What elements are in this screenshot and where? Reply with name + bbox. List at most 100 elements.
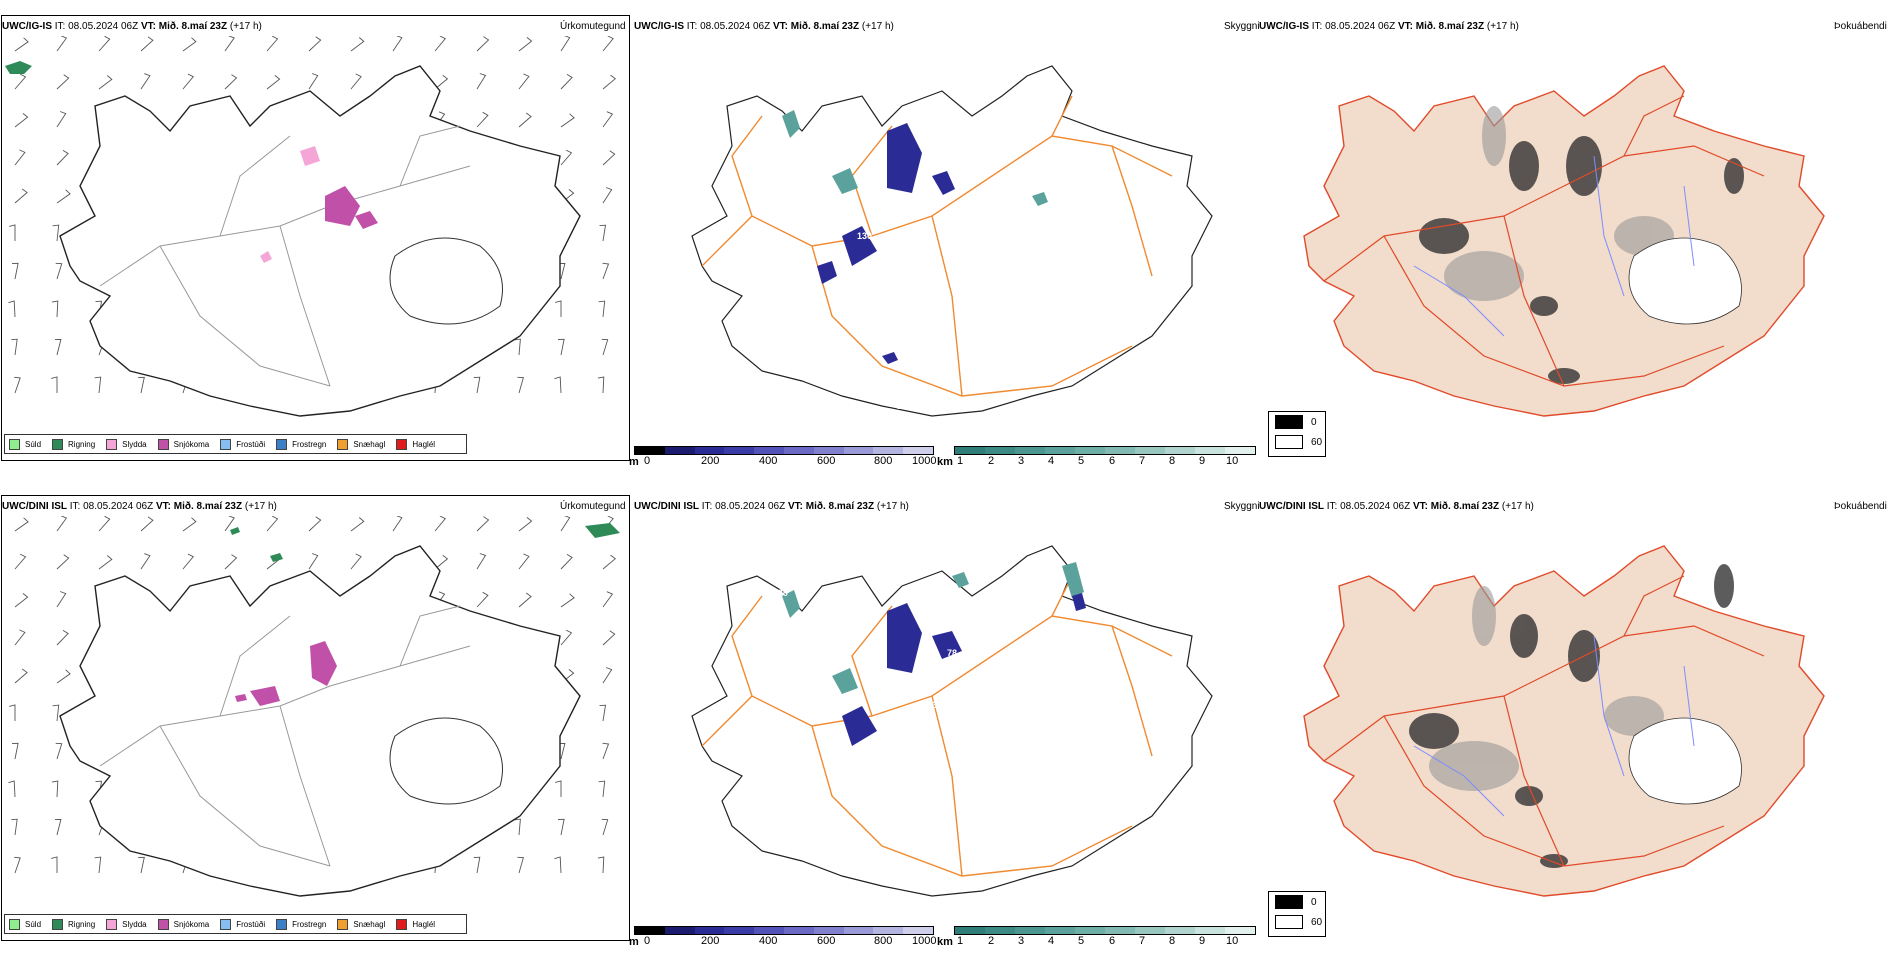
wind-barb bbox=[598, 300, 606, 318]
wind-barb bbox=[518, 553, 530, 570]
km-scale-ticks: 1 2 3 4 5 6 7 8 9 10 bbox=[957, 455, 1239, 467]
visibility-fields bbox=[782, 110, 1048, 206]
wind-barb bbox=[597, 856, 605, 874]
rivers bbox=[1413, 155, 1695, 337]
wind-barb bbox=[14, 149, 26, 166]
wind-barb bbox=[560, 554, 573, 570]
low-visibility-fields bbox=[842, 593, 1086, 746]
fog-legend-bottom: 0 60 bbox=[1268, 891, 1326, 937]
fog-legend-top: 0 60 bbox=[1268, 411, 1326, 457]
wind-barb bbox=[52, 704, 60, 722]
precip-map bbox=[8, 516, 620, 897]
glacier-outline bbox=[389, 717, 503, 805]
legend-swatch bbox=[157, 918, 169, 930]
wind-barb bbox=[308, 553, 319, 570]
roads bbox=[1323, 575, 1765, 867]
wind-barb bbox=[14, 629, 26, 646]
wind-barb bbox=[14, 593, 29, 608]
svg-text:130: 130 bbox=[857, 231, 872, 241]
wind-barb bbox=[560, 113, 575, 128]
wind-barb bbox=[182, 37, 197, 52]
panel-frame bbox=[1, 495, 630, 941]
wind-barb bbox=[308, 36, 322, 52]
wind-barb bbox=[8, 780, 16, 798]
wind-barb bbox=[473, 856, 481, 874]
wind-barb bbox=[514, 338, 521, 356]
legend-item: Rigning bbox=[52, 918, 95, 930]
wind-barb bbox=[560, 593, 575, 608]
snow-area bbox=[325, 186, 378, 229]
wind-barb bbox=[138, 376, 145, 394]
panel-title: Úrkomutegund bbox=[560, 21, 626, 32]
svg-text:2: 2 bbox=[784, 156, 789, 166]
fog-light-shading bbox=[1429, 586, 1664, 791]
wind-barb bbox=[12, 742, 19, 760]
wind-barb bbox=[476, 111, 489, 128]
visibility-map: 251 78 30 3 bbox=[691, 545, 1213, 897]
wind-barb bbox=[14, 668, 28, 684]
wind-barb bbox=[140, 73, 151, 90]
legend-item: Snjókoma bbox=[157, 918, 209, 930]
precip-type-panel-top: UWC/IG-IS IT: 08.05.2024 06Z VT: Mið. 8.… bbox=[0, 14, 632, 484]
wind-barb bbox=[473, 376, 481, 394]
wind-barb bbox=[558, 338, 565, 356]
fog-indicator-panel-top: UWC/IG-IS IT: 08.05.2024 06Z VT: Mið. 8.… bbox=[1259, 14, 1900, 484]
wind-barb bbox=[602, 630, 616, 646]
visibility-map: 130 72 135 105 103 36 2 bbox=[691, 65, 1213, 417]
m-scale-ticks: 0 200 400 600 800 1000 bbox=[644, 935, 937, 947]
legend-item: Snæhagl bbox=[337, 438, 385, 450]
wind-barb bbox=[56, 516, 68, 532]
legend-swatch bbox=[9, 918, 20, 930]
wind-barb bbox=[138, 856, 145, 874]
precip-type-panel-bottom: UWC/DINI ISL IT: 08.05.2024 06Z VT: Mið.… bbox=[0, 494, 632, 964]
fog-map bbox=[1303, 65, 1825, 417]
wind-barb bbox=[555, 300, 562, 317]
wind-barb bbox=[554, 856, 562, 874]
wind-barb bbox=[11, 818, 18, 836]
fog-legend-item: 0 bbox=[1269, 412, 1325, 432]
wind-barb bbox=[558, 262, 566, 280]
m-scale: 0 200 400 600 800 1000 bbox=[634, 926, 937, 950]
iceland-landmass bbox=[1303, 545, 1825, 897]
svg-text:103: 103 bbox=[897, 401, 912, 411]
wind-barb bbox=[517, 376, 524, 394]
wind-barb bbox=[602, 150, 616, 166]
panel-header: UWC/DINI ISL IT: 08.05.2024 06Z VT: Mið.… bbox=[1259, 501, 1534, 512]
wind-barb bbox=[51, 376, 58, 393]
wind-barb bbox=[560, 629, 573, 646]
wind-barb bbox=[602, 554, 617, 570]
wind-barb bbox=[308, 516, 322, 532]
wind-barb bbox=[350, 37, 365, 52]
wind-barb bbox=[598, 780, 606, 798]
panel-title: Úrkomutegund bbox=[560, 501, 626, 512]
wind-barb bbox=[224, 74, 238, 90]
iceland-coastline bbox=[691, 545, 1213, 897]
wind-barb bbox=[56, 630, 69, 646]
rivers bbox=[1413, 635, 1695, 817]
wind-barb bbox=[55, 262, 63, 280]
wind-barb bbox=[56, 189, 71, 204]
legend-swatch bbox=[106, 918, 118, 930]
wind-barb bbox=[182, 553, 195, 570]
panel-title: Skyggni bbox=[1224, 501, 1260, 512]
wind-barb bbox=[560, 36, 571, 52]
wind-barb bbox=[98, 75, 113, 90]
visibility-panel-top: UWC/IG-IS IT: 08.05.2024 06Z VT: Mið. 8.… bbox=[629, 14, 1264, 484]
wind-barb bbox=[602, 74, 617, 90]
wind-barb bbox=[597, 376, 605, 394]
roads bbox=[99, 125, 471, 387]
wind-barb bbox=[518, 592, 532, 608]
fog-indicator-panel-bottom: UWC/DINI ISL IT: 08.05.2024 06Z VT: Mið.… bbox=[1259, 494, 1900, 964]
wind-barb bbox=[601, 338, 609, 356]
panel-header: UWC/IG-IS IT: 08.05.2024 06Z VT: Mið. 8.… bbox=[1259, 21, 1519, 32]
iceland-coastline bbox=[59, 545, 581, 897]
wind-barb bbox=[52, 224, 60, 242]
legend-swatch bbox=[52, 918, 64, 930]
wind-barb bbox=[560, 516, 571, 532]
top-row: UWC/IG-IS IT: 08.05.2024 06Z VT: Mið. 8.… bbox=[0, 14, 1900, 484]
visibility-fields bbox=[782, 562, 1084, 694]
wind-barb bbox=[560, 74, 573, 90]
wind-barb bbox=[518, 112, 532, 128]
wind-barb bbox=[602, 591, 614, 608]
legend-swatch bbox=[220, 918, 232, 930]
